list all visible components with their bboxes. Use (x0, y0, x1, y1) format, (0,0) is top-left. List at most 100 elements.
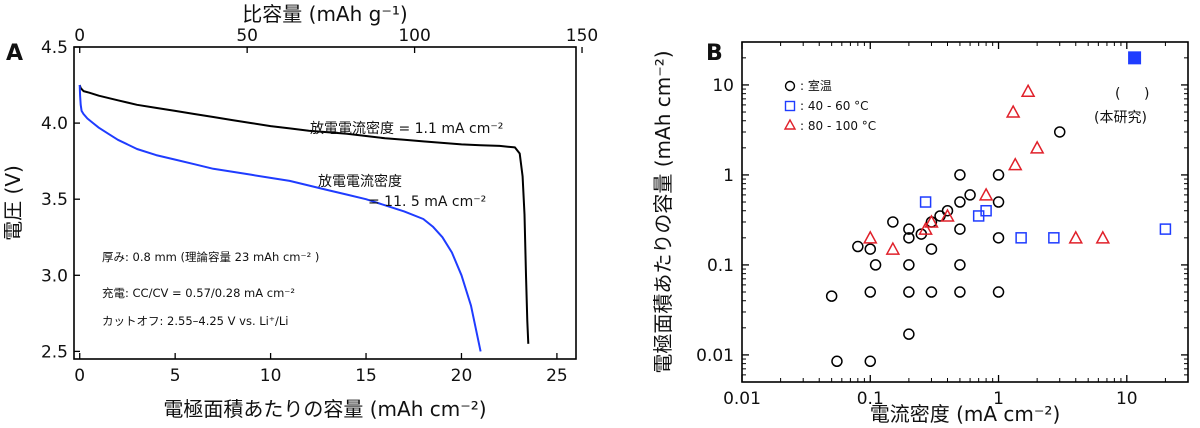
this-work-open-paren: ( (1115, 86, 1120, 102)
plot-b-y-axis-label: 電極面積あたりの容量 (mAh cm⁻²) (651, 50, 675, 373)
scatter-point-circle (887, 216, 899, 228)
x-tick-label: 20 (451, 366, 473, 386)
b-x-tick-label: 1 (993, 389, 1004, 409)
scatter-point-circle (869, 259, 882, 271)
y-tick-label: 3.5 (41, 190, 68, 210)
this-work-close-paren: ) (1144, 86, 1149, 102)
b-x-tick-label: 0.1 (857, 389, 884, 409)
scatter-point-triangle (940, 208, 955, 222)
series-line-0 (78, 84, 530, 344)
scatter-point-triangle (1020, 83, 1036, 98)
top-tick-label: 100 (398, 26, 430, 46)
plot-a-frame (73, 46, 577, 360)
scatter-point-circle (852, 240, 864, 253)
scatter-point-circle (864, 243, 877, 255)
scatter-point-circle (941, 204, 954, 217)
panel-b: B 0.01 0.1 1 10 0.01 0.1 1 10 電流密度 (mA cm⁻²) 電… (651, 41, 1189, 426)
plot-b-x-axis: 0.01 0.1 1 10 (723, 42, 1166, 409)
b-y-tick-label: 0.1 (707, 256, 734, 276)
top-tick-label: 150 (566, 26, 598, 46)
note-thickness: 厚み: 0.8 mm (理論容量 23 mAh cm⁻² ) (102, 250, 319, 264)
legend-room-temp: : 室温 (800, 78, 832, 93)
plot-a-series (78, 84, 530, 352)
note-cutoff: カットオフ: 2.55–4.25 V vs. Li⁺/Li (102, 314, 288, 328)
plot-b-y-axis: 0.01 0.1 1 10 (696, 57, 1188, 376)
scatter-point-circle (903, 223, 915, 235)
legend-80-100: : 80 - 100 °C (800, 119, 876, 133)
this-work-label: (本研究) (1094, 110, 1147, 126)
scatter-point-square (980, 204, 992, 217)
scatter-point-circle (992, 232, 1005, 244)
scatter-point-circle (925, 286, 938, 298)
scatter-point-circle (992, 286, 1005, 298)
b-y-tick-label: 10 (712, 76, 734, 96)
scatter-point-triangle (1005, 104, 1021, 118)
scatter-point-triangle (918, 221, 933, 235)
panel-a: A 0 5 10 15 20 25 0 50 100 150 2.5 3.0 3.5 4.0 4.5 比… (1, 2, 598, 421)
scatter-point-circle (903, 328, 915, 340)
scatter-point-circle (954, 196, 966, 208)
plot-a-y-axis: 2.5 3.0 3.5 4.0 4.5 (41, 38, 80, 362)
scatter-point-circle (954, 286, 966, 298)
panel-a-label: A (6, 41, 23, 66)
scatter-point-circle (964, 189, 976, 201)
scatter-point-this-work (1128, 51, 1142, 65)
note-charge: 充電: CC/CV = 0.57/0.28 mA cm⁻² (102, 286, 295, 300)
scatter-point-square (1048, 232, 1060, 244)
plot-b-series (825, 51, 1172, 368)
plot-b-legend: : 室温 : 40 - 60 °C : 80 - 100 °C (783, 78, 876, 133)
series-line-1 (78, 84, 482, 352)
panel-b-label: B (706, 41, 723, 66)
plot-b-x-axis-label: 電流密度 (mA cm⁻²) (870, 402, 1061, 426)
scatter-point-circle (864, 286, 877, 298)
plot-a-x-axis-label: 電極面積あたりの容量 (mAh cm⁻²) (163, 397, 486, 421)
scatter-point-circle (954, 259, 966, 271)
scatter-point-circle (831, 355, 843, 368)
x-tick-label: 15 (355, 366, 377, 386)
scatter-point-circle (925, 243, 938, 255)
y-tick-label: 3.0 (41, 266, 68, 286)
legend-40-60: : 40 - 60 °C (800, 99, 869, 113)
b-x-tick-label: 10 (1116, 389, 1138, 409)
x-tick-label: 0 (74, 366, 85, 386)
top-tick-label: 0 (74, 26, 85, 46)
scatter-point-triangle (978, 187, 994, 201)
scatter-point-circle (903, 259, 915, 271)
curve2-label-line2: = 11. 5 mA cm⁻² (368, 194, 486, 210)
plot-a-x-axis: 0 5 10 15 20 25 (74, 353, 568, 386)
scatter-point-circle (992, 196, 1005, 208)
x-tick-label: 10 (260, 366, 282, 386)
scatter-point-triangle (1095, 230, 1111, 244)
scatter-point-triangle (863, 230, 878, 244)
curve1-label: 放電電流密度 = 1.1 mA cm⁻² (310, 120, 503, 137)
scatter-point-circle (903, 286, 915, 298)
scatter-point-triangle (924, 214, 939, 228)
scatter-point-circle (864, 355, 877, 368)
scatter-point-circle (1053, 126, 1066, 138)
scatter-point-square (919, 196, 932, 208)
scatter-point-circle (992, 169, 1005, 181)
legend-circle-marker (784, 80, 796, 92)
plot-a-y-axis-label: 電圧 (V) (1, 165, 25, 241)
b-y-tick-label: 1 (723, 166, 734, 186)
scatter-point-square (1159, 223, 1172, 235)
scatter-point-triangle (885, 241, 901, 255)
legend-square-marker (784, 100, 796, 112)
scatter-point-circle (903, 232, 915, 244)
scatter-point-circle (954, 169, 966, 181)
scatter-point-circle (825, 290, 838, 302)
y-tick-label: 2.5 (41, 342, 68, 362)
plot-a-top-axis-label: 比容量 (mAh g⁻¹) (242, 2, 407, 26)
top-tick-label: 50 (236, 26, 258, 46)
scatter-point-triangle (1029, 140, 1045, 154)
plot-b-frame (741, 41, 1189, 383)
b-x-tick-label: 0.01 (723, 389, 761, 409)
y-tick-label: 4.0 (41, 114, 68, 134)
scatter-point-square (1015, 232, 1027, 244)
legend-triangle-marker (783, 118, 797, 130)
scatter-point-triangle (1007, 157, 1023, 171)
scatter-point-triangle (1068, 230, 1084, 244)
b-y-tick-label: 0.01 (696, 346, 734, 366)
scatter-point-circle (954, 223, 966, 235)
